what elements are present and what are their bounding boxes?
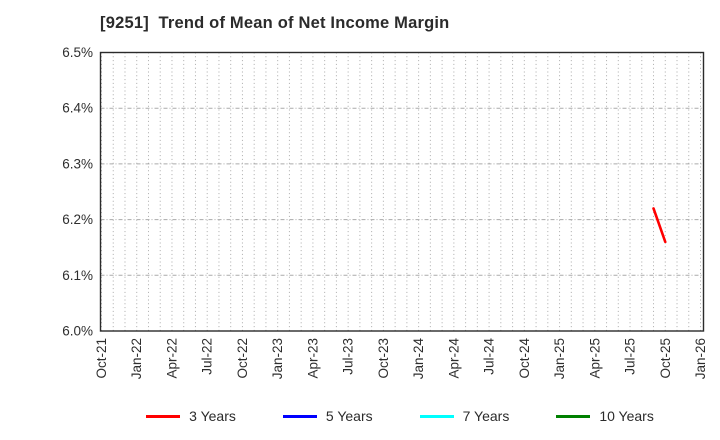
plot-border — [99, 51, 705, 332]
y-axis-tick-label: 6.4% — [62, 101, 93, 116]
x-axis-tick-label: Jan-24 — [411, 338, 426, 380]
y-axis-tick-label: 6.2% — [62, 212, 93, 227]
x-axis-tick-label: Jul-24 — [482, 338, 497, 375]
legend-swatch — [419, 414, 454, 418]
legend-swatch — [282, 414, 317, 418]
legend: 3 Years 5 Years 7 Years 10 Years — [80, 404, 720, 428]
y-axis-tick-label: 6.3% — [62, 156, 93, 171]
x-axis-tick-label: Oct-22 — [235, 338, 250, 379]
plot-area: 6.0% 6.1% 6.2% 6.3% 6.4% 6.5% Oct-21 Jan-22 Apr-… — [62, 45, 708, 380]
legend-label: 7 Years — [462, 408, 510, 424]
series-line-3-years — [652, 207, 667, 244]
x-axis-tick-label: Oct-21 — [94, 338, 109, 379]
x-axis-tick-label: Apr-24 — [446, 338, 461, 379]
x-axis-tick-label: Oct-24 — [517, 338, 532, 379]
x-axis-tick-label: Apr-25 — [587, 338, 602, 379]
y-axis-tick-label: 6.0% — [62, 324, 93, 339]
x-axis-tick-label: Apr-23 — [305, 338, 320, 379]
legend-swatch — [556, 414, 591, 418]
legend-item-10-years: 10 Years — [556, 408, 654, 424]
x-axis-tick-label: Oct-23 — [376, 338, 391, 379]
legend-label: 3 Years — [189, 408, 236, 424]
legend-label: 10 Years — [599, 408, 654, 424]
x-axis-tick-label: Apr-22 — [164, 338, 179, 379]
x-axis-tick-label: Jul-22 — [200, 338, 215, 375]
chart-title: [9251] Trend of Mean of Net Income Margi… — [100, 14, 450, 32]
x-axis-tick-label: Jan-25 — [552, 338, 567, 379]
legend-label: 5 Years — [325, 408, 373, 424]
legend-swatch — [146, 414, 181, 418]
x-axis-tick-label: Jan-23 — [270, 338, 285, 379]
y-axis-tick-label: 6.5% — [62, 45, 93, 60]
y-axis-tick-label: 6.1% — [62, 268, 93, 283]
x-axis-tick-label: Jul-23 — [341, 338, 356, 375]
legend-item-3-years: 3 Years — [146, 408, 236, 424]
legend-item-7-years: 7 Years — [419, 408, 510, 424]
x-axis-tick-label: Jul-25 — [623, 338, 638, 375]
x-axis-tick-label: Jan-22 — [129, 338, 144, 379]
legend-item-5-years: 5 Years — [282, 408, 373, 424]
x-axis-tick-label: Oct-25 — [658, 338, 673, 379]
x-axis-tick-label: Jan-26 — [693, 338, 708, 379]
